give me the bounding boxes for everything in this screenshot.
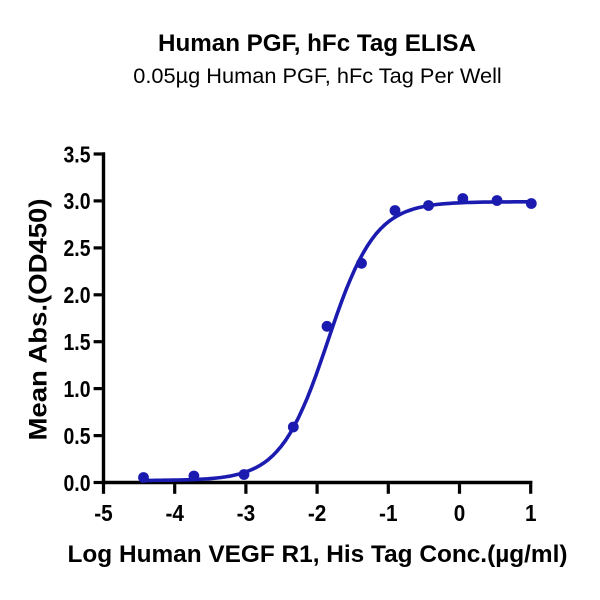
svg-text:1: 1 [525, 500, 537, 526]
svg-text:-4: -4 [165, 500, 184, 526]
svg-text:0.5: 0.5 [64, 423, 91, 449]
svg-text:Human PGF, hFc Tag ELISA: Human PGF, hFc Tag ELISA [158, 30, 476, 57]
svg-text:2.0: 2.0 [64, 282, 91, 308]
svg-text:3.5: 3.5 [64, 141, 91, 167]
svg-text:Log Human VEGF R1, His Tag Con: Log Human VEGF R1, His Tag Conc.(µg/ml) [68, 541, 568, 568]
svg-text:Mean Abs.(OD450): Mean Abs.(OD450) [25, 199, 53, 441]
svg-text:3.0: 3.0 [64, 188, 91, 214]
svg-text:1.5: 1.5 [64, 329, 91, 355]
svg-text:1.0: 1.0 [64, 376, 91, 402]
svg-text:0: 0 [454, 500, 466, 526]
svg-text:-3: -3 [237, 500, 256, 526]
svg-text:2.5: 2.5 [64, 235, 91, 261]
svg-text:0.0: 0.0 [64, 470, 91, 496]
svg-text:-2: -2 [308, 500, 327, 526]
svg-text:-1: -1 [379, 500, 398, 526]
svg-text:-5: -5 [94, 500, 113, 526]
svg-text:0.05µg Human PGF, hFc Tag Per: 0.05µg Human PGF, hFc Tag Per Well [133, 63, 502, 88]
